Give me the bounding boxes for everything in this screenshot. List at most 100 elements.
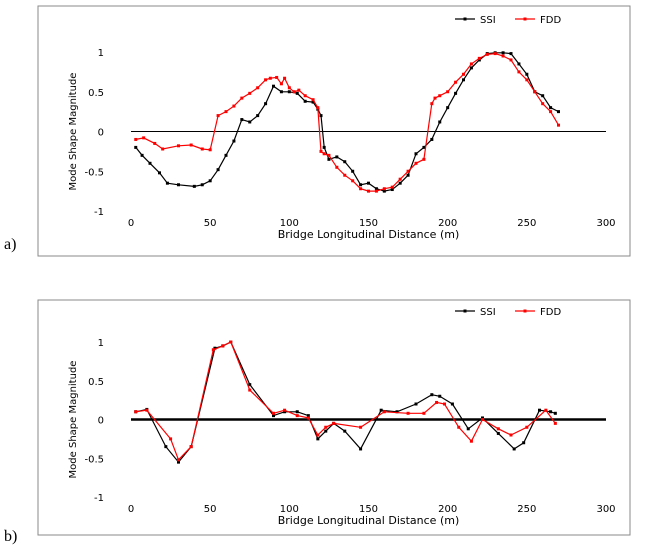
data-point-fdd (134, 410, 138, 414)
data-point-fdd (229, 340, 233, 344)
data-point-fdd (462, 72, 465, 76)
data-point-ssi (140, 153, 144, 157)
data-point-fdd (446, 90, 450, 94)
x-tick-label: 150 (359, 504, 378, 515)
data-point-fdd (359, 187, 363, 191)
data-point-ssi (335, 155, 339, 159)
series-fdd (134, 340, 557, 462)
data-point-ssi (557, 110, 560, 114)
data-point-ssi (512, 447, 516, 451)
y-tick-label: 0.5 (88, 88, 104, 99)
data-point-ssi (367, 181, 370, 185)
data-point-fdd (469, 439, 473, 443)
data-point-ssi (522, 441, 526, 445)
data-point-fdd (283, 408, 287, 412)
data-point-fdd (264, 78, 268, 82)
data-point-fdd (454, 80, 458, 84)
data-point-ssi (248, 383, 252, 387)
data-point-fdd (303, 94, 307, 98)
data-point-ssi (454, 91, 458, 95)
data-point-ssi (374, 187, 378, 191)
data-point-fdd (134, 137, 138, 141)
data-point-fdd (496, 427, 500, 431)
data-point-fdd (327, 153, 331, 157)
data-point-ssi (382, 189, 386, 193)
series-line-fdd (135, 341, 556, 461)
data-point-ssi (224, 153, 228, 157)
legend-marker-ssi (463, 17, 467, 21)
data-point-fdd (142, 136, 146, 140)
data-point-ssi (438, 120, 442, 124)
data-point-fdd (433, 96, 437, 100)
y-tick-label: 1 (98, 338, 104, 349)
data-point-ssi (134, 145, 138, 149)
data-point-ssi (164, 445, 168, 449)
data-point-fdd (493, 52, 497, 56)
data-point-fdd (351, 179, 355, 183)
data-point-ssi (295, 91, 299, 95)
data-point-fdd (335, 165, 339, 169)
y-tick-label: 1 (98, 48, 104, 59)
data-point-fdd (177, 458, 180, 462)
y-axis-label: Mode Shape Magnitude (68, 361, 79, 479)
data-point-fdd (248, 388, 252, 392)
x-tick-label: 200 (438, 504, 457, 515)
data-point-fdd (533, 90, 537, 94)
x-tick-label: 150 (359, 218, 378, 229)
data-point-fdd (297, 88, 301, 92)
data-point-ssi (414, 402, 418, 406)
data-point-fdd (382, 187, 386, 191)
data-point-fdd (406, 169, 410, 173)
data-point-ssi (406, 173, 410, 177)
data-point-fdd (153, 141, 157, 145)
data-point-ssi (525, 72, 529, 76)
data-point-ssi (256, 114, 260, 118)
data-point-fdd (283, 76, 287, 80)
data-point-fdd (517, 70, 521, 74)
data-point-fdd (332, 421, 336, 425)
x-tick-label: 0 (128, 218, 134, 229)
data-point-ssi (208, 179, 212, 183)
data-point-ssi (477, 58, 481, 62)
data-point-fdd (481, 418, 484, 421)
data-point-fdd (306, 416, 310, 420)
data-point-ssi (496, 431, 500, 435)
data-point-ssi (303, 99, 307, 103)
data-point-ssi (192, 184, 196, 188)
x-tick-label: 50 (204, 504, 217, 515)
data-point-ssi (553, 411, 557, 415)
data-point-ssi (351, 169, 355, 173)
data-point-ssi (213, 346, 217, 350)
data-point-fdd (224, 110, 228, 114)
data-point-ssi (148, 161, 152, 165)
series-fdd (134, 52, 560, 193)
data-point-ssi (158, 171, 161, 175)
data-point-ssi (379, 408, 383, 412)
y-tick-label: -0.5 (84, 167, 104, 178)
x-tick-label: 100 (280, 218, 299, 229)
data-point-ssi (398, 181, 402, 185)
data-point-ssi (316, 437, 320, 441)
panel-label-a: a) (4, 236, 17, 253)
data-point-fdd (295, 414, 299, 418)
data-point-ssi (272, 414, 275, 418)
data-point-ssi (481, 416, 484, 420)
data-point-ssi (283, 410, 287, 414)
data-point-fdd (292, 90, 296, 94)
data-point-ssi (509, 52, 513, 56)
data-point-ssi (422, 145, 426, 149)
data-point-ssi (501, 51, 505, 55)
data-point-ssi (549, 410, 553, 414)
data-point-ssi (359, 183, 363, 187)
data-point-fdd (343, 173, 347, 177)
data-point-ssi (322, 145, 326, 149)
data-point-fdd (525, 78, 529, 82)
x-axis-label: Bridge Longitudinal Distance (m) (278, 514, 460, 527)
y-tick-label: 0.5 (88, 377, 104, 388)
data-point-fdd (324, 425, 328, 429)
legend-label-fdd: FDD (540, 307, 561, 318)
panel-label-b: b) (4, 528, 18, 545)
x-tick-label: 250 (517, 218, 536, 229)
